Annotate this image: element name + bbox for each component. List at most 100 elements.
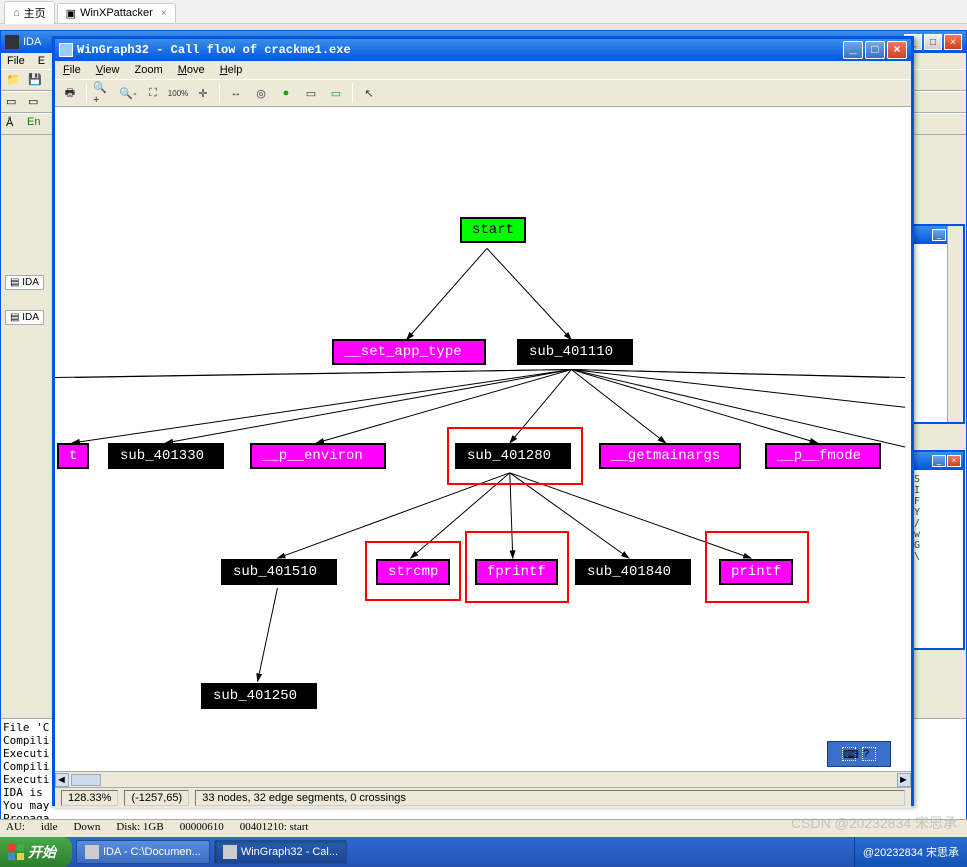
scrollbar-vertical[interactable] bbox=[947, 226, 963, 422]
overview-icon: ⌨ bbox=[842, 747, 856, 761]
t: \ bbox=[914, 551, 961, 562]
highlight-box bbox=[705, 531, 809, 603]
taskbar-item-label: IDA - C:\Documen... bbox=[103, 846, 201, 858]
status-disk: Disk: 1GB bbox=[116, 821, 163, 836]
dot-green-icon[interactable]: ● bbox=[275, 82, 297, 104]
wingraph-toolbar[interactable]: 🖶 🔍+ 🔍- ⛶ 100% ✛ ↔ ◎ ● ▭ ▭ ↖ bbox=[55, 79, 911, 107]
arrow-icon[interactable]: ↖ bbox=[358, 82, 380, 104]
ida-maximize-button[interactable]: □ bbox=[924, 34, 942, 50]
tab-home[interactable]: ⌂ 主页 bbox=[4, 1, 55, 24]
graph-node-setapp[interactable]: __set_app_type bbox=[332, 339, 486, 365]
taskbar-item-wingraph[interactable]: WinGraph32 - Cal... bbox=[214, 840, 347, 864]
tab-close-icon[interactable]: × bbox=[161, 8, 167, 19]
taskbar-item-ida[interactable]: IDA - C:\Documen... bbox=[76, 840, 210, 864]
wingraph-statusbar: 128.33% (-1257,65) 33 nodes, 32 edge seg… bbox=[55, 787, 911, 808]
status-info: 33 nodes, 32 edge segments, 0 crossings bbox=[195, 790, 905, 806]
box-icon[interactable]: ▭ bbox=[300, 82, 322, 104]
graph-node-sub401510[interactable]: sub_401510 bbox=[221, 559, 337, 585]
t: w bbox=[914, 529, 961, 540]
scroll-thumb[interactable] bbox=[71, 774, 101, 786]
highlight-box bbox=[365, 541, 461, 601]
graph-node-sub401110[interactable]: sub_401110 bbox=[517, 339, 633, 365]
side-panel-2: _ × S I F Y / w G \ bbox=[910, 450, 965, 650]
ida-menu-file[interactable]: File bbox=[7, 55, 25, 67]
target-icon[interactable]: ◎ bbox=[250, 82, 272, 104]
graph-node-pfmode[interactable]: __p__fmode bbox=[765, 443, 881, 469]
wingraph-maximize-button[interactable]: □ bbox=[865, 41, 885, 59]
t: F bbox=[914, 496, 961, 507]
ida-tool-icon[interactable]: ▭ bbox=[5, 94, 25, 112]
windows-logo-icon bbox=[8, 844, 24, 860]
ida-statusbar: AU: idle Down Disk: 1GB 00000610 0040121… bbox=[0, 819, 967, 837]
scrollbar-horizontal[interactable]: ◄ ► bbox=[55, 771, 911, 787]
status-zoom: 128.33% bbox=[61, 790, 118, 806]
ida-menu-e[interactable]: E bbox=[38, 55, 45, 67]
graph-node-sub401840[interactable]: sub_401840 bbox=[575, 559, 691, 585]
graph-node-getmainargs[interactable]: __getmainargs bbox=[599, 443, 741, 469]
system-tray[interactable]: @20232834 宋思承 bbox=[854, 837, 967, 867]
ida-tool-icon[interactable]: 💾 bbox=[27, 72, 47, 90]
status-coords: (-1257,65) bbox=[124, 790, 189, 806]
status-addr1: 00000610 bbox=[180, 821, 224, 836]
ida-tool-icon[interactable]: ▭ bbox=[27, 94, 47, 112]
menu-help[interactable]: Help bbox=[220, 64, 243, 76]
print-icon[interactable]: 🖶 bbox=[59, 82, 81, 104]
move-icon[interactable]: ↔ bbox=[225, 82, 247, 104]
t: G bbox=[914, 540, 961, 551]
ida-close-button[interactable]: × bbox=[944, 34, 962, 50]
box-green-icon[interactable]: ▭ bbox=[325, 82, 347, 104]
status-down: Down bbox=[73, 821, 100, 836]
graph-node-penviron[interactable]: __p__environ bbox=[250, 443, 386, 469]
highlight-box bbox=[465, 531, 569, 603]
ida-tool-icon[interactable]: Å bbox=[5, 116, 25, 134]
windows-taskbar[interactable]: 开始 IDA - C:\Documen... WinGraph32 - Cal.… bbox=[0, 837, 967, 867]
overview-icon: ? bbox=[862, 747, 876, 761]
panel-min-button[interactable]: _ bbox=[932, 455, 946, 467]
tray-text: @20232834 宋思承 bbox=[863, 844, 959, 860]
scroll-right-arrow[interactable]: ► bbox=[897, 773, 911, 787]
taskbar-app-icon bbox=[223, 845, 237, 859]
t: I bbox=[914, 485, 961, 496]
zoom-fit-icon[interactable]: ⛶ bbox=[142, 82, 164, 104]
ida-view-tab2[interactable]: ▤ IDA bbox=[5, 310, 44, 325]
t: Y bbox=[914, 507, 961, 518]
graph-node-t[interactable]: t bbox=[57, 443, 89, 469]
entries-label: En bbox=[27, 116, 40, 132]
side-panel-titlebar[interactable]: _ × bbox=[912, 452, 963, 470]
wingraph-titlebar[interactable]: WinGraph32 - Call flow of crackme1.exe _… bbox=[55, 39, 911, 61]
wingraph-app-icon bbox=[59, 43, 73, 57]
label: IDA bbox=[22, 277, 39, 288]
ida-app-icon bbox=[5, 35, 19, 49]
menu-zoom[interactable]: Zoom bbox=[135, 64, 163, 76]
wingraph-close-button[interactable]: × bbox=[887, 41, 907, 59]
graph-node-sub401250[interactable]: sub_401250 bbox=[201, 683, 317, 709]
status-idle: idle bbox=[41, 821, 58, 836]
tab-winxp[interactable]: ▣ WinXPattacker × bbox=[57, 3, 176, 23]
menu-move[interactable]: Move bbox=[178, 64, 205, 76]
ida-title-text: IDA bbox=[23, 36, 41, 48]
ida-tool-icon[interactable]: 📁 bbox=[5, 72, 25, 90]
zoom-in-icon[interactable]: 🔍+ bbox=[92, 82, 114, 104]
graph-node-sub401330[interactable]: sub_401330 bbox=[108, 443, 224, 469]
graph-overview[interactable]: ⌨ ? bbox=[827, 741, 891, 767]
wingraph-minimize-button[interactable]: _ bbox=[843, 41, 863, 59]
panel-close-button[interactable]: × bbox=[947, 455, 961, 467]
panel-min-button[interactable]: _ bbox=[932, 229, 946, 241]
start-label: 开始 bbox=[28, 842, 56, 862]
crosshair-icon[interactable]: ✛ bbox=[192, 82, 214, 104]
zoom-100-icon[interactable]: 100% bbox=[167, 82, 189, 104]
taskbar-item-label: WinGraph32 - Cal... bbox=[241, 846, 338, 858]
wingraph-menubar[interactable]: File View Zoom Move Help bbox=[55, 61, 911, 79]
side-panel-1: _ × bbox=[910, 224, 965, 424]
graph-canvas[interactable]: ⌨ ? ◄ ► start__set_app_typesub_401110tsu… bbox=[55, 107, 911, 787]
ida-view-tab[interactable]: ▤ IDA bbox=[5, 275, 44, 290]
taskbar-app-icon bbox=[85, 845, 99, 859]
menu-file[interactable]: File bbox=[63, 64, 81, 76]
wingraph-window: WinGraph32 - Call flow of crackme1.exe _… bbox=[52, 36, 914, 806]
scroll-left-arrow[interactable]: ◄ bbox=[55, 773, 69, 787]
wingraph-title-text: WinGraph32 - Call flow of crackme1.exe bbox=[77, 43, 351, 57]
graph-node-start[interactable]: start bbox=[460, 217, 526, 243]
start-button[interactable]: 开始 bbox=[0, 837, 72, 867]
zoom-out-icon[interactable]: 🔍- bbox=[117, 82, 139, 104]
menu-view[interactable]: View bbox=[96, 64, 120, 76]
